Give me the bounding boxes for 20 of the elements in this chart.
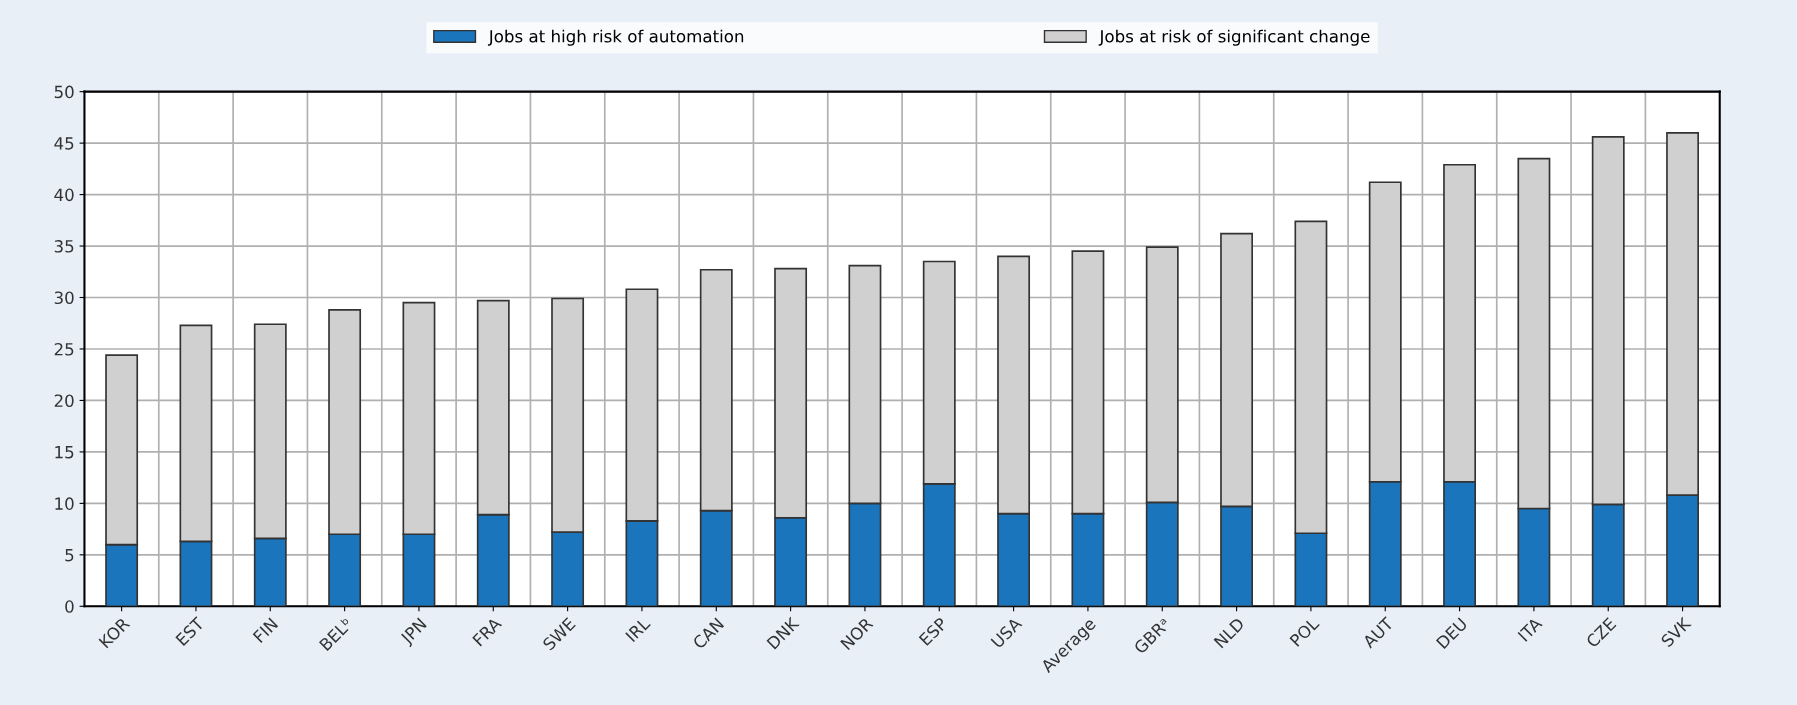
y-tick-label: 35	[54, 240, 74, 253]
x-tick-label: FIN	[252, 617, 279, 643]
y-tick-label: 45	[54, 137, 74, 150]
y-tick-label: 30	[54, 291, 74, 305]
x-tick-label: IRL	[625, 616, 651, 643]
x-tick-label: ESP	[918, 616, 948, 647]
y-tick-label: 50	[54, 85, 74, 99]
y-tick-label: 5	[65, 549, 74, 562]
y-tick-label: 40	[54, 188, 74, 202]
legend-label: Jobs at risk of significant change	[1098, 29, 1370, 46]
y-tick-label: 20	[54, 394, 74, 408]
y-tick-label: 25	[54, 342, 74, 356]
y-tick-label: 0	[65, 600, 74, 613]
x-tick-label: FRA	[472, 616, 503, 647]
x-tick-label: POL	[1289, 616, 1320, 647]
x-tick-label: ITA	[1517, 616, 1543, 642]
legend-label: Jobs at high risk of automation	[487, 29, 744, 46]
y-tick-label: 15	[55, 446, 74, 459]
x-tick-label: USA	[990, 616, 1023, 649]
y-tick-label: 10	[55, 497, 74, 510]
